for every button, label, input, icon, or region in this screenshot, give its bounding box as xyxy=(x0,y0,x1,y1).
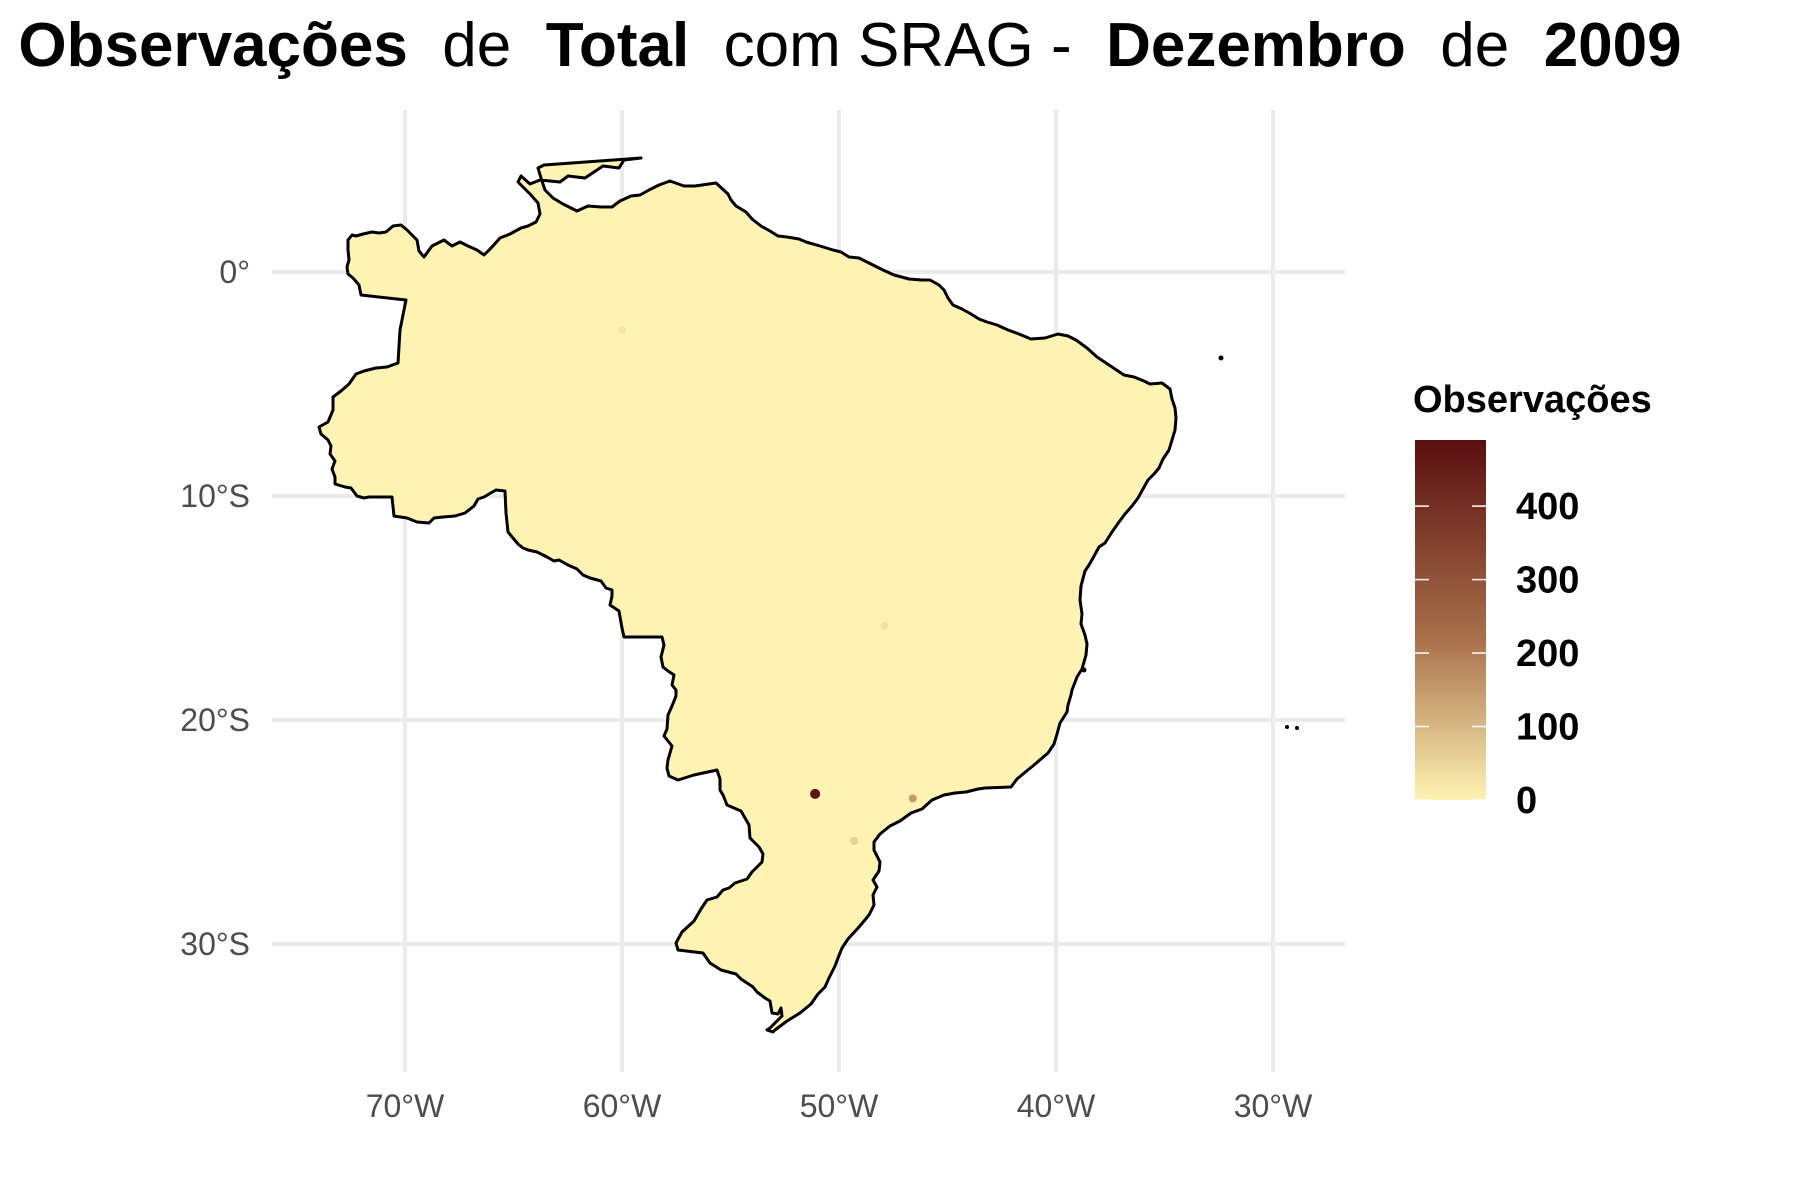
legend-tick-label: 300 xyxy=(1516,560,1579,602)
legend: Observações 0 100 200 300 400 xyxy=(1413,379,1652,822)
municipality-hotspot xyxy=(880,621,889,630)
axis-labels: 70°W 60°W 50°W 40°W 30°W 0° 10°S 20°S 30°S xyxy=(180,254,1313,1124)
municipality-hotspot xyxy=(810,788,821,799)
municipality-hotspot xyxy=(618,326,626,335)
title-de-2: de xyxy=(1440,11,1510,80)
x-tick-label: 40°W xyxy=(1017,1088,1096,1124)
islands xyxy=(1081,355,1299,730)
title-de-1: de xyxy=(442,11,512,80)
legend-tick-label: 100 xyxy=(1516,707,1579,749)
title-prefix: Observações xyxy=(18,11,408,80)
map-title: Observações de Total com SRAG - Dezembro… xyxy=(0,10,1700,81)
municipality-hotspot xyxy=(908,794,917,803)
legend-ticks: 0 100 200 300 400 xyxy=(1415,486,1579,822)
municipality-hotspot xyxy=(850,836,859,845)
hotspots xyxy=(618,326,917,845)
y-tick-label: 30°S xyxy=(180,926,250,962)
x-tick-label: 70°W xyxy=(366,1088,445,1124)
x-tick-label: 60°W xyxy=(583,1088,662,1124)
legend-tick-label: 400 xyxy=(1516,486,1579,528)
legend-title: Observações xyxy=(1413,379,1652,421)
legend-colorbar xyxy=(1415,440,1486,800)
y-tick-label: 0° xyxy=(219,254,250,290)
y-tick-label: 20°S xyxy=(180,702,250,738)
title-month: Dezembro xyxy=(1106,11,1406,80)
brazil-outline xyxy=(317,156,1178,1034)
x-tick-label: 30°W xyxy=(1234,1088,1313,1124)
legend-tick-label: 0 xyxy=(1516,780,1537,822)
title-middle: com SRAG - xyxy=(723,11,1072,80)
title-year: 2009 xyxy=(1543,11,1682,80)
x-tick-label: 50°W xyxy=(800,1088,879,1124)
y-tick-label: 10°S xyxy=(180,478,250,514)
legend-tick-label: 200 xyxy=(1516,633,1579,675)
title-variable: Total xyxy=(545,11,690,80)
